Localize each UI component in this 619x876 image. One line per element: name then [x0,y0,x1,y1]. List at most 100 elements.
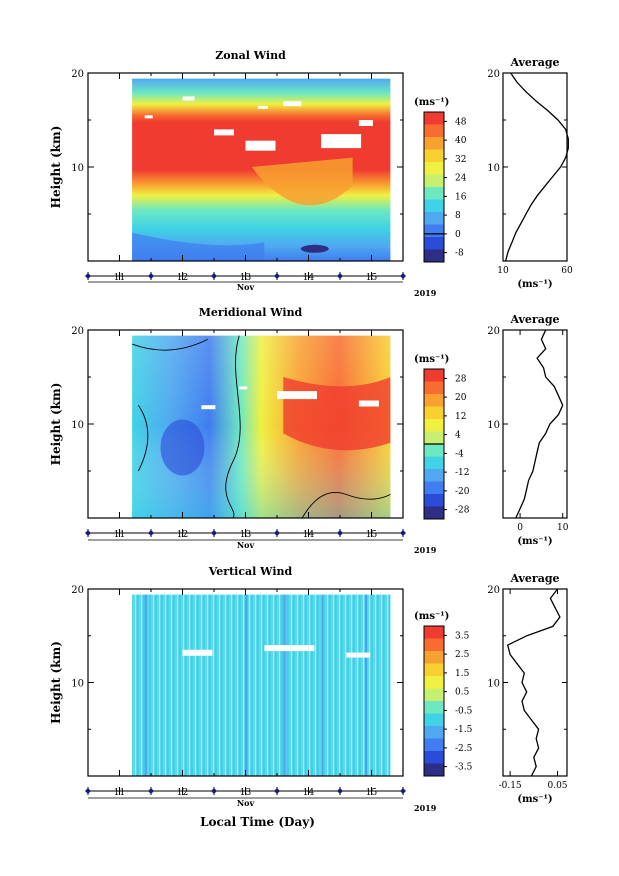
colorbar-segment [424,224,444,238]
colorbar-unit: (ms⁻¹) [414,354,449,365]
colorbar-segment [424,626,444,639]
colorbar-tick-label: 0.5 [455,688,470,698]
colorbar-tick-label: 40 [455,136,467,146]
y-tick-label: 10 [487,420,500,431]
average-frame [502,588,568,777]
noon-marker [337,273,343,279]
colorbar-tick-label: -1.5 [455,725,473,735]
x-tick-label: 13 [240,273,252,283]
panel-3: Vertical Wind Height (km) 10 20 11 12 13 14 15 No… [49,565,568,829]
x-tick-label: 15 [366,273,378,283]
colorbar-tick-label: 3.5 [455,631,470,641]
colorbar-tick-label: 12 [455,412,466,422]
colorbar-tick-label: -12 [455,468,470,478]
data-gap [283,101,302,107]
colorbar-segment [424,431,444,445]
y-tick-label: 20 [487,585,500,596]
colorbar-tick-label: -2.5 [455,744,473,754]
x-tick-label: 11 [114,530,125,540]
colorbar-segment [424,676,444,689]
average-title: Average [509,56,559,69]
heatmap-field [131,335,391,519]
colorbar-segment [424,688,444,702]
data-gap [214,129,234,136]
colorbar-tick-label: 48 [455,117,467,127]
colorbar-segment [424,237,444,250]
colorbar-segment [424,199,444,213]
x-tick-label: 15 [366,788,378,798]
jet-extension [251,157,353,206]
y-tick-label: 20 [487,69,500,80]
noon-marker [148,530,154,536]
colorbar-segment [424,651,444,664]
colorbar-segment [424,506,444,520]
month-label: Nov [237,282,255,292]
x-tick-label: 15 [366,530,378,540]
colorbar-segment [424,124,444,138]
colorbar-segment [424,381,444,395]
heatmap-field-fill [132,594,391,776]
noon-marker [85,788,91,794]
downdraft-streak [365,594,368,776]
data-gap [201,405,216,410]
colorbar-tick-label: 32 [455,155,466,165]
noon-marker [400,530,406,536]
noon-marker [85,273,91,279]
colorbar-segment [424,419,444,432]
colorbar-frame [423,625,445,777]
colorbar-tick-label: 0 [455,230,461,240]
noon-marker [337,788,343,794]
x-axis-label: Local Time (Day) [200,815,315,829]
colorbar-segment [424,394,444,407]
low-wind-region [132,232,265,261]
year-label: 2019 [414,545,437,555]
average-profile: Average 10 20 10 60 (ms⁻¹) [487,56,573,290]
downdraft-streak [283,594,287,776]
colorbar-segment [424,663,444,677]
y-axis-label: Height (km) [49,641,63,724]
average-line [504,72,569,262]
colorbar-tick-label: 2.5 [455,650,470,660]
y-axis-label: Height (km) [49,383,63,466]
average-frame [502,329,568,519]
x-tick-label: 0.05 [547,781,567,791]
zero-contour [301,491,391,519]
heatmap-field [132,594,391,776]
colorbar-tick-label: -3.5 [455,763,473,773]
noon-marker [337,530,343,536]
colorbar-frame [423,111,445,263]
colorbar-tick-label: 1.5 [455,669,470,679]
x-tick-label: 11 [114,788,125,798]
data-gap [277,391,317,400]
colorbar-tick-label: 28 [455,374,467,384]
colorbar-tick-label: 8 [455,211,461,221]
average-line [506,588,561,777]
y-tick-label: 20 [71,585,84,596]
x-tick-label: 13 [240,530,252,540]
year-label: 2019 [414,288,437,298]
colorbar-segment [424,369,444,382]
average-profile: Average 10 20 -0.15 0.05 (ms⁻¹) [487,572,568,805]
x-tick-label: 14 [303,273,315,283]
noon-marker [211,530,217,536]
colorbar-unit: (ms⁻¹) [414,97,449,108]
panel-1: Zonal Wind Height (km) 10 20 11 12 13 14 15 Nov 20… [49,49,573,298]
colorbar-segment [424,249,444,263]
y-axis-label: Height (km) [49,126,63,209]
noon-marker [274,788,280,794]
average-xlabel: (ms⁻¹) [517,794,552,805]
y-tick-label: 20 [71,69,84,80]
data-gap [144,115,153,119]
panel-2: Meridional Wind Height (km) 10 20 11 12 13 14 15… [49,306,569,555]
colorbar-segment [424,494,444,507]
y-tick-label: 10 [71,420,84,431]
y-tick-label: 10 [487,679,500,690]
colorbar-segment [424,212,444,225]
average-profile: Average 10 20 0 10 (ms⁻¹) [487,313,568,547]
colorbar-segment [424,162,444,175]
y-tick-label: 20 [71,326,84,337]
colorbar-segment [424,481,444,495]
zero-contour [225,335,241,519]
colorbar-tick-label: 4 [455,431,461,441]
